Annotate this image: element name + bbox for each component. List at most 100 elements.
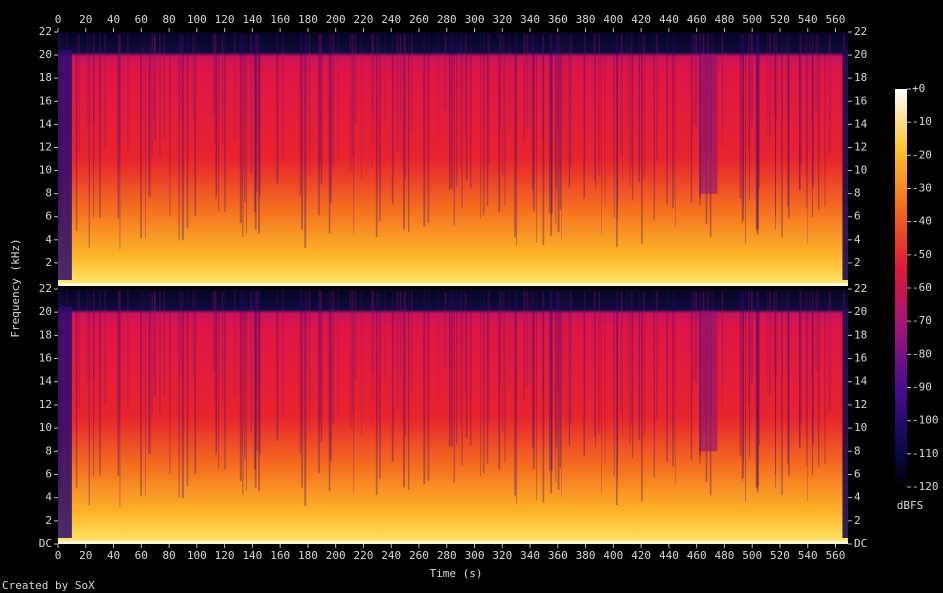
texture	[672, 291, 674, 467]
texture	[407, 34, 410, 233]
texture	[641, 291, 643, 502]
texture	[215, 291, 218, 453]
texture	[563, 34, 565, 128]
x-tick-label: 320	[492, 13, 512, 26]
texture	[117, 291, 120, 476]
texture	[396, 34, 399, 152]
texture	[276, 34, 279, 184]
texture	[224, 34, 226, 213]
y-tick-label: 6	[854, 467, 861, 480]
texture	[631, 34, 634, 201]
texture	[151, 291, 153, 415]
spectrogram	[58, 289, 848, 544]
texture	[117, 34, 120, 219]
texture	[799, 291, 801, 448]
texture	[221, 34, 224, 144]
texture	[828, 34, 829, 161]
texture	[559, 291, 562, 468]
texture	[221, 291, 224, 401]
texture	[99, 34, 101, 151]
texture	[218, 291, 220, 469]
x-tick-label: 200	[326, 549, 346, 562]
texture	[159, 34, 161, 157]
texture	[181, 291, 184, 498]
texture	[371, 291, 373, 426]
texture	[75, 34, 78, 231]
texture	[800, 291, 802, 424]
texture	[423, 34, 426, 227]
texture	[143, 291, 145, 380]
y-tick-label: 18	[39, 328, 52, 341]
texture	[570, 291, 572, 425]
texture	[256, 34, 258, 142]
texture	[598, 291, 601, 434]
texture	[353, 34, 355, 236]
texture	[509, 34, 510, 133]
texture	[301, 34, 303, 230]
texture	[329, 291, 332, 461]
texture	[354, 291, 357, 381]
texture	[104, 34, 106, 149]
texture	[751, 34, 753, 127]
texture	[593, 34, 596, 180]
y-tick-label: 12	[854, 398, 867, 411]
texture	[379, 291, 381, 479]
y-tick-label: 16	[39, 94, 52, 107]
x-tick-label: 520	[770, 13, 790, 26]
texture	[739, 291, 742, 457]
texture	[244, 291, 246, 461]
texture	[622, 291, 623, 438]
y-tick-label: 16	[39, 352, 52, 365]
texture	[93, 291, 95, 476]
texture	[58, 307, 72, 538]
texture	[250, 34, 253, 174]
texture	[375, 34, 378, 238]
texture	[93, 34, 95, 218]
texture	[561, 291, 562, 497]
x-tick-label: 180	[298, 549, 318, 562]
texture	[617, 291, 618, 466]
texture	[180, 34, 182, 118]
texture	[448, 291, 451, 448]
texture	[568, 34, 570, 188]
texture	[776, 34, 778, 118]
y-tick-label: 10	[854, 421, 867, 434]
texture	[617, 291, 618, 479]
texture	[407, 291, 410, 490]
texture	[690, 291, 693, 461]
colorbar-tick-label: -40	[912, 215, 932, 228]
texture	[824, 34, 826, 207]
texture	[181, 34, 184, 241]
texture	[626, 34, 628, 132]
texture	[461, 34, 463, 209]
texture	[842, 50, 848, 280]
texture	[565, 34, 567, 170]
texture	[598, 34, 601, 176]
x-tick-label: 380	[576, 13, 596, 26]
x-tick-label: 80	[162, 549, 175, 562]
texture	[631, 291, 634, 459]
texture	[384, 34, 386, 123]
texture	[815, 291, 818, 372]
texture	[817, 291, 820, 468]
texture	[601, 291, 602, 493]
texture	[555, 34, 557, 190]
texture	[532, 34, 534, 191]
texture	[653, 291, 655, 478]
texture	[349, 34, 352, 171]
texture	[399, 34, 401, 117]
texture	[570, 34, 572, 167]
x-tick-label: 120	[215, 549, 235, 562]
texture	[464, 291, 466, 391]
texture	[550, 34, 553, 214]
y-tick-label: 2	[854, 514, 861, 527]
texture	[695, 34, 698, 128]
texture	[741, 291, 743, 482]
texture	[807, 34, 809, 244]
y-tick-label: 14	[854, 117, 868, 130]
texture	[824, 291, 826, 465]
x-tick-label: 340	[520, 549, 540, 562]
x-tick-label: 440	[659, 13, 679, 26]
texture	[630, 34, 632, 170]
texture	[194, 291, 197, 474]
